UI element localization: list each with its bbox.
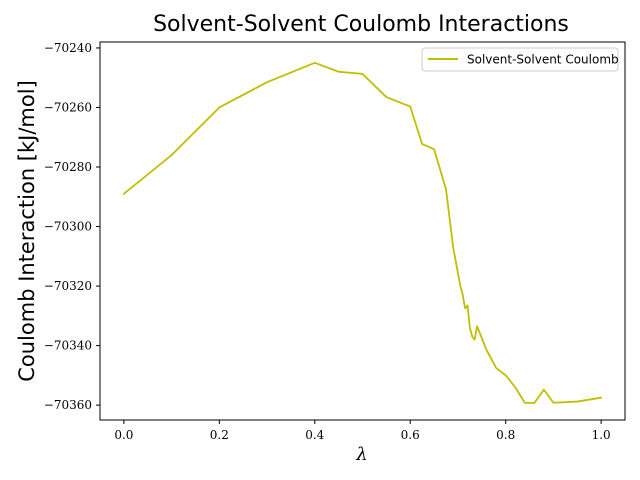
- legend-box: [421, 47, 619, 72]
- y-tick-label: −70320: [44, 279, 92, 293]
- chart-title: Solvent-Solvent Coulomb Interactions: [153, 12, 569, 37]
- y-tick-label: −70300: [44, 220, 92, 234]
- legend-entry-label: Solvent-Solvent Coulomb: [467, 53, 619, 67]
- y-tick-label: −70280: [44, 160, 92, 174]
- y-axis-label: Coulomb Interaction [kJ/mol]: [15, 80, 39, 382]
- y-tick-label: −70240: [44, 41, 92, 55]
- legend: Solvent-Solvent Coulomb: [421, 47, 619, 72]
- plot-area-frame: [99, 41, 626, 421]
- series-lines: [122, 61, 603, 404]
- x-tick-label: 0.8: [496, 428, 515, 442]
- x-tick-label: 0.2: [210, 428, 229, 442]
- y-axis-ticks: −70240 −70260 −70280 −70300 −70320 −70340 −703…: [44, 41, 100, 412]
- x-axis-ticks: 0.0 0.2 0.4 0.6 0.8 1.0: [114, 420, 611, 442]
- x-axis-label: λ: [355, 444, 367, 465]
- x-tick-label: 0.6: [401, 428, 420, 442]
- y-tick-label: −70340: [44, 339, 92, 353]
- x-tick-label: 1.0: [592, 428, 611, 442]
- series-line-0: [122, 61, 603, 404]
- x-tick-label: 0.0: [114, 428, 133, 442]
- y-tick-label: −70360: [44, 398, 92, 412]
- x-tick-label: 0.4: [305, 428, 324, 442]
- y-tick-label: −70260: [44, 100, 92, 114]
